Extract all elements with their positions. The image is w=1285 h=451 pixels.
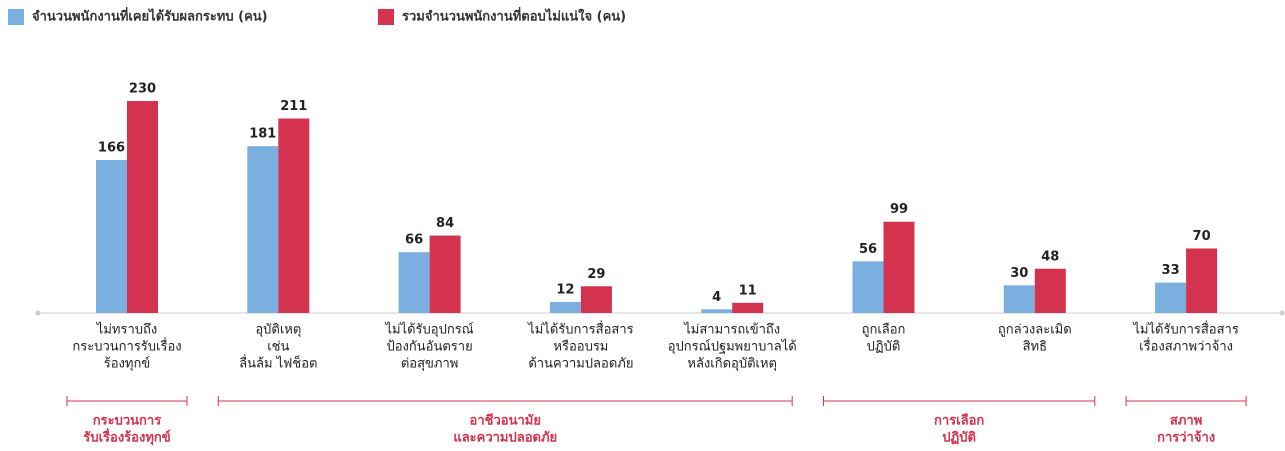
legend-swatch	[378, 9, 394, 25]
category-label: ไม่ได้รับการสื่อสาร	[1132, 321, 1238, 338]
category-label: ไม่ทราบถึง	[96, 322, 157, 338]
group-label: รับเรื่องร้องทุกข์	[83, 428, 170, 446]
legend-label: จำนวนพนักงานที่เคยได้รับผลกระทบ (คน)	[32, 7, 268, 25]
baseline-end	[35, 310, 41, 316]
category-label: หรืออบรม	[553, 339, 608, 355]
bar	[852, 261, 884, 313]
value-label: 48	[1041, 249, 1059, 264]
value-label: 211	[280, 99, 307, 114]
category-label: ถูกล่วงละเมิด	[998, 323, 1072, 338]
value-label: 70	[1193, 229, 1211, 244]
group-label: ปฏิบัติ	[942, 431, 976, 446]
value-label: 166	[98, 140, 125, 155]
bar	[1186, 248, 1218, 313]
bar	[883, 221, 915, 313]
category-label: ถูกเลือก	[862, 322, 906, 338]
group-label: กระบวนการ	[93, 414, 161, 429]
category-label: หลังเกิดอุบัติเหตุ	[687, 357, 777, 372]
legend-label: รวมจำนวนพนักงานที่ตอบไม่แน่ใจ (คน)	[402, 7, 626, 25]
bar	[429, 235, 461, 313]
bar	[1155, 282, 1187, 313]
bar	[1034, 268, 1066, 313]
category-label: ต่อสุขภาพ	[401, 357, 459, 372]
baseline-end	[1279, 310, 1285, 316]
value-label: 12	[556, 282, 574, 297]
category-label: อุปกรณ์ปฐมพยาบาลได้	[668, 339, 797, 355]
category-label: เรื่องสภาพว่าจ้าง	[1139, 338, 1233, 355]
group-label: การว่าจ้าง	[1157, 430, 1215, 446]
value-label: 66	[405, 233, 423, 248]
category-label: อุบัติเหตุ	[255, 323, 301, 338]
category-label: ลื่นล้ม ไฟช็อต	[239, 354, 317, 372]
category-label: ป้องกันอันตราย	[386, 340, 472, 355]
category-label: ด้านความปลอดภัย	[528, 357, 633, 372]
category-label: สิทธิ	[1023, 340, 1048, 355]
bar	[96, 159, 127, 313]
category-label: เช่น	[267, 340, 289, 355]
group-label: การเลือก	[934, 413, 984, 429]
bar	[398, 252, 430, 313]
value-label: 84	[436, 216, 454, 231]
group-label: และความปลอดภัย	[453, 431, 557, 446]
bar	[127, 101, 158, 313]
category-label: ไม่สามารถเข้าถึง	[683, 322, 780, 338]
category-label: ไม่ได้รับอุปกรณ์	[384, 322, 473, 338]
value-label: 33	[1162, 263, 1180, 278]
group-label: อาชีวอนามัย	[470, 413, 541, 429]
value-label: 11	[739, 283, 757, 298]
bar	[580, 286, 612, 313]
category-label: ร้องทุกข์	[104, 356, 150, 372]
bar	[701, 309, 733, 313]
value-label: 30	[1010, 266, 1028, 281]
value-label: 29	[587, 267, 605, 282]
category-label: ไม่ได้รับการสื่อสาร	[527, 321, 633, 338]
value-label: 230	[129, 82, 156, 97]
legend-swatch	[8, 9, 24, 25]
category-label: ปฏิบัติ	[867, 340, 901, 355]
value-label: 99	[890, 202, 908, 217]
value-label: 181	[249, 127, 276, 142]
value-label: 56	[859, 242, 877, 257]
bar	[278, 118, 310, 313]
value-label: 4	[712, 290, 721, 305]
group-label: สภาพ	[1170, 414, 1202, 429]
bar	[247, 146, 279, 313]
category-label: กระบวนการรับเรื่อง	[72, 338, 181, 355]
bar	[732, 302, 764, 313]
bar	[549, 301, 581, 313]
bar	[1003, 285, 1035, 313]
